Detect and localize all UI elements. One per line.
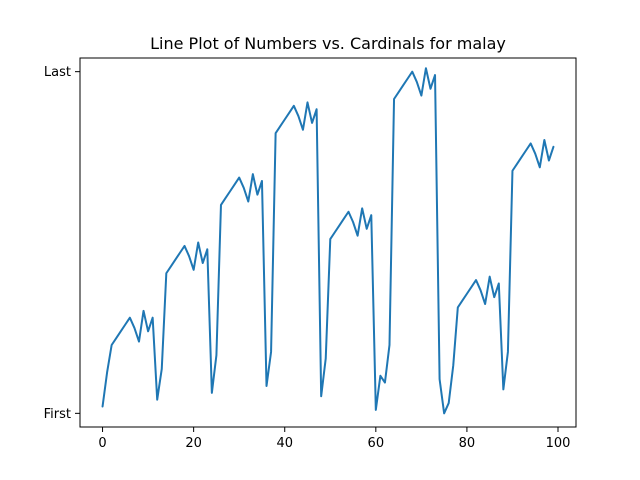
- x-tick-label: 60: [368, 436, 385, 451]
- y-tick-label: Last: [44, 65, 71, 80]
- chart-title: Line Plot of Numbers vs. Cardinals for m…: [150, 34, 506, 53]
- x-tick-label: 20: [185, 436, 202, 451]
- x-axis-ticks: 0 20 40 60 80 100: [98, 427, 570, 451]
- series-line-0: [101, 67, 555, 415]
- x-tick-label: 40: [276, 436, 293, 451]
- x-tick-label: 100: [546, 436, 571, 451]
- x-tick-label: 80: [459, 436, 476, 451]
- series-layer: [101, 67, 555, 415]
- x-tick-label: 0: [98, 436, 106, 451]
- y-axis-ticks: First Last: [44, 65, 80, 422]
- plot-frame: [79, 57, 577, 428]
- y-tick-label: First: [44, 407, 71, 422]
